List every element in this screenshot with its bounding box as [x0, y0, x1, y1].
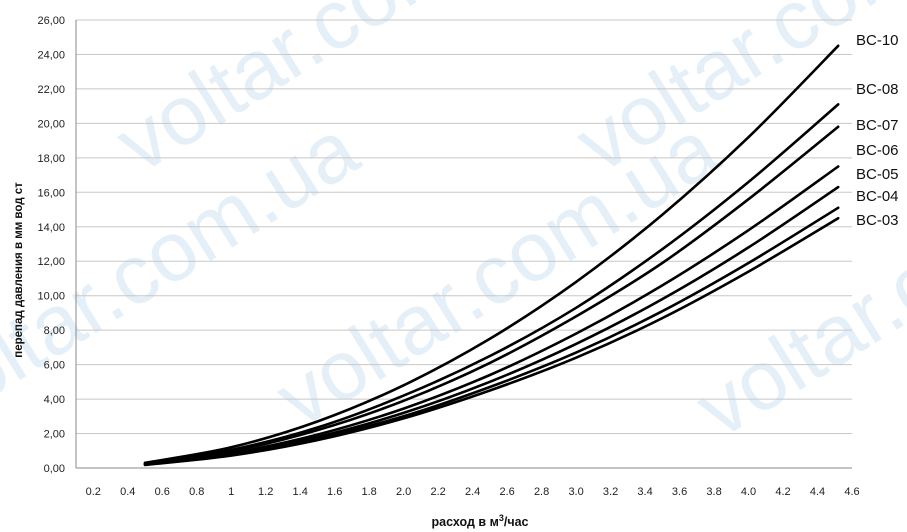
x-tick-label: 3.0	[568, 486, 583, 498]
y-tick-label: 22,00	[37, 84, 65, 96]
y-tick-label: 2,00	[44, 429, 65, 441]
series-curve-bc-07	[143, 125, 840, 466]
x-tick-label: 2.8	[534, 486, 549, 498]
x-tick-label: 0.6	[155, 486, 170, 498]
x-tick-label: 0.8	[189, 486, 204, 498]
series-label-bc-04: BC-04	[856, 188, 899, 205]
y-tick-label: 18,00	[37, 153, 65, 165]
x-tick-label: 4.2	[775, 486, 790, 498]
y-tick-label: 24,00	[37, 49, 65, 61]
x-tick-label: 1.2	[258, 486, 273, 498]
x-axis-label-sup: 3	[499, 513, 504, 523]
x-tick-label: 2.2	[430, 486, 445, 498]
x-tick-label: 3.8	[706, 486, 721, 498]
y-tick-label: 20,00	[37, 118, 65, 130]
x-tick-label: 1.6	[327, 486, 342, 498]
series-curve-bc-10	[143, 44, 840, 465]
x-tick-labels: 0.2 0.4 0.6 0.8 1 1.2 1.4 1.6 1.8 2.0 2.2 2.4 2.6 2.8…	[86, 486, 860, 498]
series-labels: BC-10 BC-08 BC-07 BC-06 BC-05 BC-04 BC-03	[856, 32, 899, 229]
y-tick-label: 12,00	[37, 256, 65, 268]
x-tick-label: 3.2	[603, 486, 618, 498]
series-label-bc-10: BC-10	[856, 32, 899, 49]
series-curve-bc-03	[143, 216, 840, 467]
y-axis-label: перепад давления в мм вод ст	[13, 182, 25, 358]
x-tick-label: 0.2	[86, 486, 101, 498]
x-tick-label: 4.4	[810, 486, 825, 498]
x-tick-label: 4.0	[741, 486, 756, 498]
series-label-bc-06: BC-06	[856, 142, 899, 159]
x-tick-label: 3.6	[672, 486, 687, 498]
x-tick-label: 1	[228, 486, 234, 498]
series-curve-bc-08	[143, 103, 840, 465]
y-tick-label: 10,00	[37, 291, 65, 303]
x-tick-label: 1.4	[293, 486, 308, 498]
y-tick-label: 26,00	[37, 15, 65, 27]
series-curves	[143, 44, 840, 467]
x-tick-label: 2.4	[465, 486, 480, 498]
watermark-layer: voltar.com.uavoltar.com.uavoltar.com.uav…	[0, 0, 907, 455]
x-tick-label: 2.0	[396, 486, 411, 498]
y-tick-labels: 0,00 2,00 4,00 6,00 8,00 10,00 12,00 14,00 16,00…	[37, 15, 65, 475]
x-tick-label: 3.4	[637, 486, 652, 498]
series-curve-bc-06	[143, 165, 840, 466]
x-axis-label-main: расход в м	[432, 515, 499, 529]
y-tick-label: 16,00	[37, 187, 65, 199]
series-label-bc-07: BC-07	[856, 117, 899, 134]
x-axis-label-suffix: /час	[504, 515, 529, 529]
series-label-bc-08: BC-08	[856, 81, 899, 98]
y-tick-label: 6,00	[44, 360, 65, 372]
y-tick-label: 4,00	[44, 394, 65, 406]
y-tick-label: 0,00	[44, 463, 65, 475]
x-tick-label: 2.6	[499, 486, 514, 498]
axes	[75, 20, 852, 469]
x-tick-label: 1.8	[362, 486, 377, 498]
series-label-bc-03: BC-03	[856, 212, 899, 229]
y-tick-label: 8,00	[44, 325, 65, 337]
y-tick-label: 14,00	[37, 222, 65, 234]
x-tick-label: 4.6	[844, 486, 859, 498]
series-label-bc-05: BC-05	[856, 166, 899, 183]
x-axis-label: расход в м3/час	[432, 513, 529, 529]
x-tick-label: 0.4	[120, 486, 135, 498]
